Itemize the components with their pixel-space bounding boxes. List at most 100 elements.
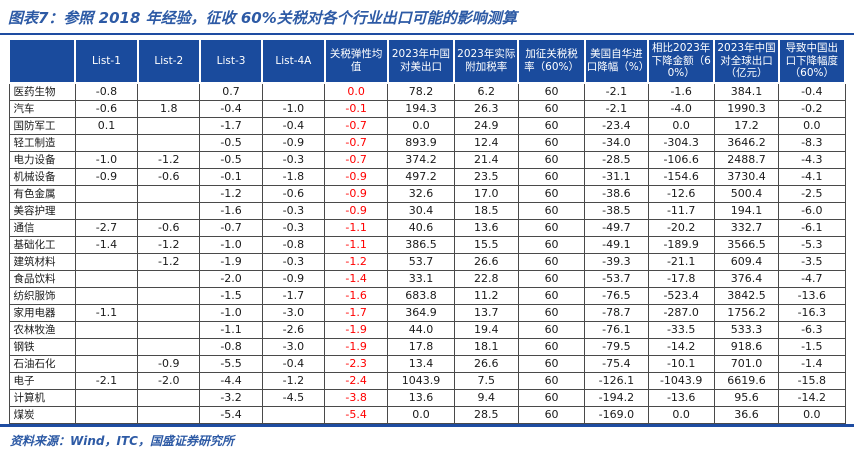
data-cell [74, 185, 139, 203]
data-cell: -39.3 [584, 253, 649, 271]
data-cell: -1043.9 [647, 372, 715, 390]
table-body: 医药生物 -0.8 0.7 0.0 78.2 6.2 60 -2.1 -1.6 384.1 -0.4… [8, 82, 846, 424]
data-cell [74, 202, 139, 220]
data-cell: -106.6 [647, 151, 715, 169]
table-row: 食品饮料 -2.0 -0.9 -1.4 33.1 22.8 60 -53.7 -17.8 376.… [8, 270, 846, 288]
data-cell: -1.2 [261, 372, 326, 390]
data-cell: -2.1 [584, 82, 649, 101]
data-cell: -1.4 [323, 270, 389, 288]
data-cell: -1.6 [323, 287, 389, 305]
data-cell: -189.9 [647, 236, 715, 254]
data-cell: 497.2 [387, 168, 455, 186]
col-header-12: 导致中国出口下降幅度（60%） [777, 38, 847, 84]
col-header-10: 相比2023年下降金额（60%） [647, 38, 716, 84]
data-cell: -0.9 [261, 134, 326, 152]
data-cell: -1.0 [74, 151, 139, 169]
data-cell: 701.0 [713, 355, 780, 373]
data-cell: 21.4 [453, 151, 519, 169]
data-cell: -1.2 [323, 253, 389, 271]
data-cell: -75.4 [584, 355, 649, 373]
data-cell: -4.7 [778, 270, 846, 288]
data-cell: -20.2 [647, 219, 715, 237]
data-cell: 18.5 [453, 202, 519, 220]
data-cell: 36.6 [713, 406, 780, 424]
data-cell: -0.5 [199, 134, 263, 152]
table-row: 国防军工 0.1 -1.7 -0.4 -0.7 0.0 24.9 60 -23.4 0.0 17.2… [8, 117, 846, 135]
data-cell: -126.1 [584, 372, 649, 390]
data-cell: -0.4 [199, 100, 263, 118]
data-cell: -0.8 [199, 338, 263, 356]
data-cell: 60 [517, 253, 586, 271]
data-cell: -1.1 [323, 236, 389, 254]
table-row: 纺织服饰 -1.5 -1.7 -1.6 683.8 11.2 60 -76.5 -523.4 38… [8, 287, 846, 305]
data-cell: -0.4 [261, 117, 326, 135]
data-cell: 13.6 [453, 219, 519, 237]
data-cell [74, 287, 139, 305]
data-cell: -1.5 [778, 338, 846, 356]
data-cell: -2.7 [74, 219, 139, 237]
data-cell: 60 [517, 338, 586, 356]
data-cell: -0.7 [323, 134, 389, 152]
data-cell: -0.9 [137, 355, 201, 373]
col-header-3: List-3 [198, 38, 264, 84]
data-cell: 1.8 [137, 100, 201, 118]
data-cell: -0.2 [778, 100, 846, 118]
data-cell [137, 202, 201, 220]
col-header-1: List-1 [74, 38, 139, 84]
data-cell: -169.0 [584, 406, 649, 424]
data-cell: -2.3 [323, 355, 389, 373]
data-cell: -0.1 [199, 168, 263, 186]
data-cell: 0.1 [74, 117, 139, 135]
data-cell: 60 [517, 219, 586, 237]
data-cell [137, 338, 201, 356]
data-cell: -523.4 [647, 287, 715, 305]
data-cell: -0.1 [323, 100, 389, 118]
data-cell: 60 [517, 117, 586, 135]
data-cell: 1756.2 [713, 304, 780, 322]
data-cell: 0.7 [199, 82, 263, 101]
data-cell: 364.9 [387, 304, 455, 322]
table-bottom-divider [0, 424, 854, 427]
col-header-0 [7, 38, 77, 84]
data-cell: -76.5 [584, 287, 649, 305]
table-row: 计算机 -3.2 -4.5 -3.8 13.6 9.4 60 -194.2 -13.6 95.6-… [8, 389, 846, 407]
data-cell: 60 [517, 100, 586, 118]
data-cell: -1.9 [323, 321, 389, 339]
data-cell [74, 389, 139, 407]
data-cell: 53.7 [387, 253, 455, 271]
col-header-5: 关税弹性均值 [323, 38, 389, 84]
data-cell: 374.2 [387, 151, 455, 169]
industry-label: 机械设备 [8, 168, 76, 186]
data-cell: -1.4 [778, 355, 846, 373]
data-cell: -1.6 [647, 82, 715, 101]
data-cell: -14.2 [647, 338, 715, 356]
data-cell: 893.9 [387, 134, 455, 152]
table-row: 轻工制造 -0.5 -0.9 -0.7 893.9 12.4 60 -34.0 -304.3 36… [8, 134, 846, 152]
data-cell: -0.3 [261, 151, 326, 169]
data-cell [74, 253, 139, 271]
data-cell [74, 270, 139, 288]
tariff-impact-table: List-1 List-2 List-3 List-4A 关税弹性均值 2023年中国对美… [7, 38, 847, 424]
data-cell: -1.1 [323, 219, 389, 237]
data-cell [137, 270, 201, 288]
data-cell: -1.0 [199, 236, 263, 254]
data-cell: -1.5 [199, 287, 263, 305]
industry-label: 基础化工 [8, 236, 76, 254]
data-cell: -304.3 [647, 134, 715, 152]
data-cell [137, 304, 201, 322]
data-cell: 918.6 [713, 338, 780, 356]
data-cell: 2488.7 [713, 151, 780, 169]
data-cell: 15.5 [453, 236, 519, 254]
data-cell: -34.0 [584, 134, 649, 152]
col-header-6: 2023年中国对美出口 [386, 38, 456, 84]
col-header-9: 美国自华进口降幅（%） [583, 38, 649, 84]
data-cell: -1.2 [199, 185, 263, 203]
data-cell: 13.6 [387, 389, 455, 407]
data-cell: 13.7 [453, 304, 519, 322]
data-cell: -1.9 [323, 338, 389, 356]
data-cell: -0.3 [261, 219, 326, 237]
data-cell: -3.5 [778, 253, 846, 271]
data-cell [137, 389, 201, 407]
data-cell: 22.8 [453, 270, 519, 288]
data-cell: 7.5 [453, 372, 519, 390]
